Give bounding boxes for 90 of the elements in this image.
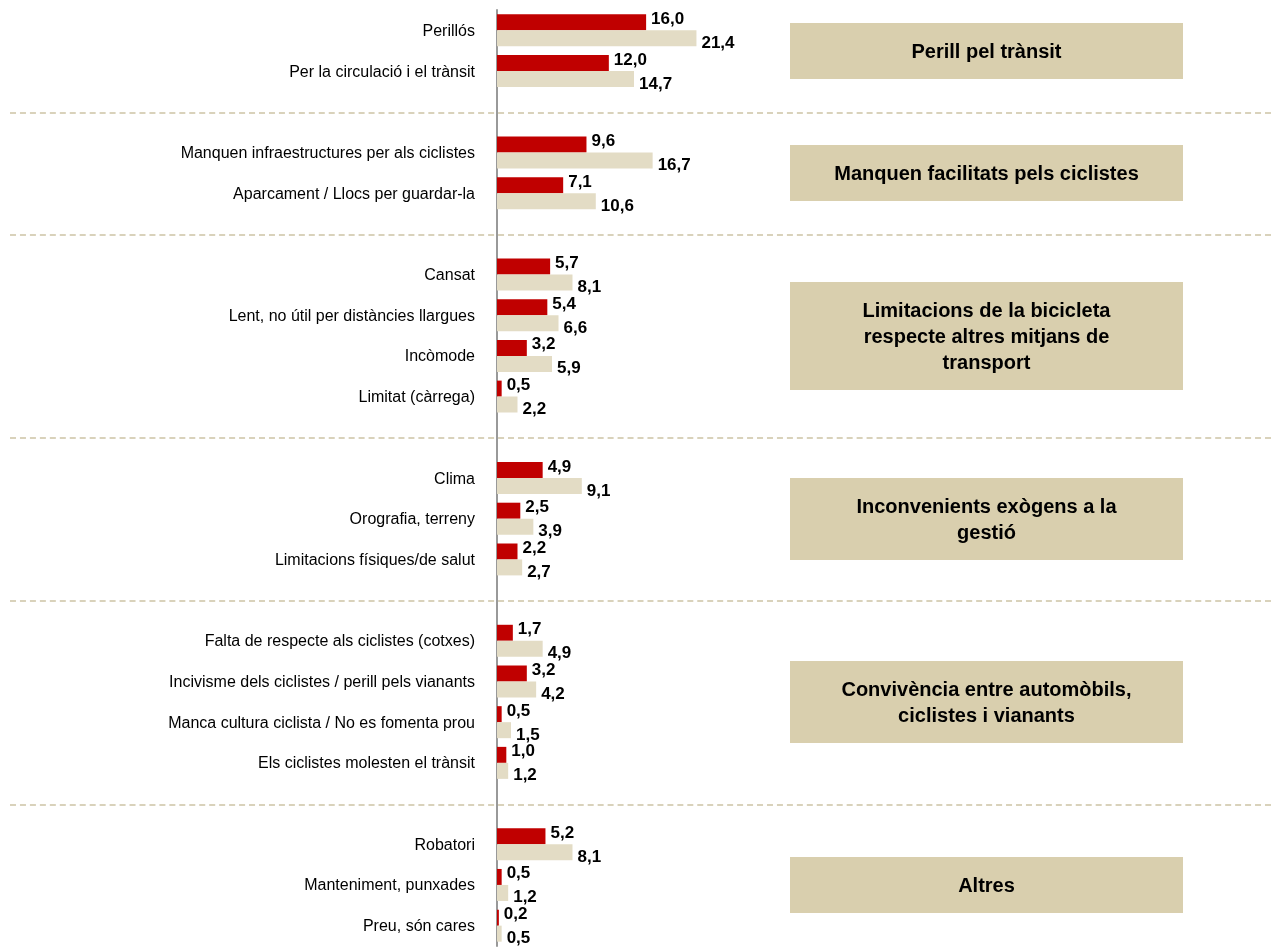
y-tick-label: Incòmode xyxy=(404,347,476,365)
y-tick-label: Els ciclistes molesten el trànsit xyxy=(258,754,476,772)
data-label: 2,5 xyxy=(525,497,549,517)
bar xyxy=(497,193,596,210)
y-tick-label: Limitacions físiques/de salut xyxy=(274,550,476,568)
bar xyxy=(497,339,527,356)
data-label: 7,1 xyxy=(568,171,592,191)
data-label: 0,2 xyxy=(503,904,528,924)
data-label: 1,2 xyxy=(513,887,537,907)
data-label: 1,2 xyxy=(513,765,537,785)
bar xyxy=(497,925,502,942)
data-label: 5,2 xyxy=(550,822,575,842)
data-label: 14,7 xyxy=(639,73,673,93)
y-tick-label: Robatori xyxy=(414,835,475,853)
data-label: 6,6 xyxy=(563,317,588,337)
bar xyxy=(497,315,559,332)
y-tick-label: Orografia, terreny xyxy=(349,510,475,528)
bar xyxy=(497,665,527,682)
data-label: 1,5 xyxy=(515,724,540,744)
bar xyxy=(497,624,513,641)
bar xyxy=(497,762,509,779)
text: Inconvenients exògens a la gestió xyxy=(790,477,1183,560)
data-label: 5,4 xyxy=(552,293,577,313)
y-tick-label: Manquen infraestructures per als ciclistes xyxy=(180,143,475,161)
y-tick-label: Limitat (càrrega) xyxy=(358,388,475,406)
data-label: 0,5 xyxy=(506,700,531,720)
bar xyxy=(497,274,573,291)
data-label: 0,5 xyxy=(506,375,531,395)
y-tick-label: Aparcament / Llocs per guardar-la xyxy=(233,184,476,202)
data-label: 12,0 xyxy=(613,49,647,69)
bar xyxy=(497,518,534,535)
data-label: 5,7 xyxy=(555,253,579,273)
data-label: 5,9 xyxy=(556,358,581,378)
data-label: 16,7 xyxy=(657,154,691,174)
bar xyxy=(497,177,564,194)
bar xyxy=(497,462,543,478)
bar xyxy=(497,152,653,169)
bar xyxy=(497,299,548,316)
data-label: 21,4 xyxy=(701,32,736,52)
y-tick-label: Per la circulació i el trànsit xyxy=(289,62,476,80)
data-label: 16,0 xyxy=(651,8,685,28)
text: Manquen facilitats pels ciclistes xyxy=(790,144,1183,201)
data-label: 8,1 xyxy=(577,846,602,866)
data-label: 9,6 xyxy=(591,130,616,150)
bar xyxy=(497,559,523,576)
bar xyxy=(497,746,507,763)
bar xyxy=(497,396,518,413)
text: Perill pel trànsit xyxy=(790,22,1183,79)
bar xyxy=(497,478,582,494)
bar xyxy=(497,136,587,153)
y-tick-label: Manteniment, punxades xyxy=(304,876,475,894)
y-tick-label: Clima xyxy=(434,469,476,487)
bar xyxy=(497,828,546,845)
y-tick-label: Cansat xyxy=(424,266,476,284)
bar xyxy=(497,640,543,657)
data-label: 0,5 xyxy=(506,928,531,948)
bar xyxy=(497,55,609,72)
text: Convivència entre automòbils, ciclistes i vianants xyxy=(790,660,1183,743)
y-tick-label: Lent, no útil per distàncies llargues xyxy=(228,306,475,324)
bar xyxy=(497,502,521,519)
bar xyxy=(497,844,573,861)
bar xyxy=(497,30,697,47)
data-label: 0,5 xyxy=(506,863,531,883)
text: Altres xyxy=(790,856,1183,913)
data-label: 4,9 xyxy=(547,456,572,476)
bar xyxy=(497,543,518,560)
bar xyxy=(497,681,537,698)
data-label: 3,2 xyxy=(531,334,556,354)
bar xyxy=(497,380,502,397)
text: Limitacions de la bicicleta respecte altres mitjans de transport xyxy=(790,281,1183,390)
bar xyxy=(497,71,634,88)
y-tick-label: Incivisme dels ciclistes / perill pels vianants xyxy=(169,672,475,690)
data-label: 4,2 xyxy=(541,683,565,703)
data-label: 8,1 xyxy=(577,277,602,297)
y-tick-label: Preu, són cares xyxy=(362,917,475,935)
data-label: 10,6 xyxy=(600,195,634,215)
bar xyxy=(497,868,502,885)
bar xyxy=(497,722,511,739)
data-label: 2,2 xyxy=(522,399,547,419)
bar xyxy=(497,706,502,723)
bar xyxy=(497,258,551,275)
bar xyxy=(497,355,552,372)
y-tick-label: Falta de respecte als ciclistes (cotxes) xyxy=(204,632,475,650)
y-tick-label: Perillós xyxy=(422,21,475,39)
data-label: 1,7 xyxy=(517,619,542,639)
y-tick-label: Manca cultura ciclista / No es fomenta prou xyxy=(168,713,475,731)
bar xyxy=(497,884,509,901)
bar xyxy=(497,14,647,31)
data-label: 9,1 xyxy=(586,480,611,500)
data-label: 2,7 xyxy=(527,561,551,581)
